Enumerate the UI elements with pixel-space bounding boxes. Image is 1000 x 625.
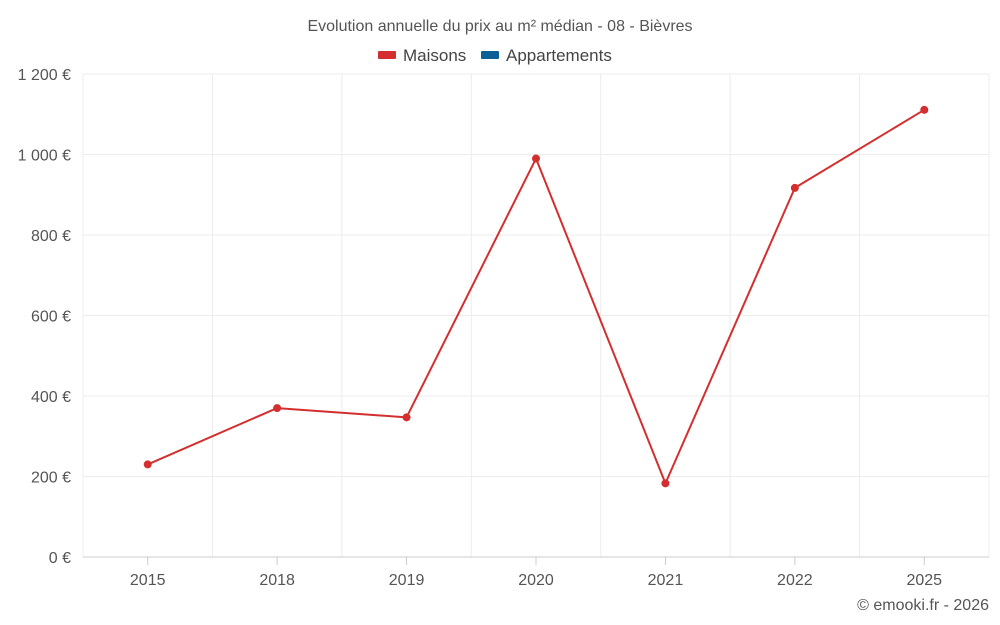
data-point-maisons[interactable] — [532, 154, 540, 163]
x-tick-label: 2022 — [777, 572, 813, 589]
legend-item-appartements[interactable]: Appartements — [481, 46, 612, 65]
y-tick-label: 400 € — [31, 389, 71, 406]
y-tick-label: 600 € — [31, 309, 71, 326]
axes: 0 € 200 € 400 € 600 € 800 € 1 000 € 1 200 € 201… — [18, 67, 989, 589]
series-line-maisons — [147, 108, 925, 485]
y-tick-label: 0 € — [49, 550, 71, 567]
y-tick-label: 1 000 € — [18, 148, 71, 165]
y-tick-label: 200 € — [31, 470, 71, 487]
legend-label-maisons: Maisons — [403, 46, 466, 65]
data-point-maisons[interactable] — [273, 404, 282, 413]
legend-label-appartements: Appartements — [506, 46, 612, 65]
x-tick-label: 2020 — [518, 572, 554, 589]
legend: Maisons Appartements — [378, 46, 612, 65]
legend-swatch-appartements — [481, 51, 499, 59]
series — [143, 105, 929, 488]
data-point-maisons[interactable] — [790, 183, 799, 192]
legend-item-maisons[interactable]: Maisons — [378, 46, 466, 65]
data-point-maisons[interactable] — [920, 105, 929, 114]
credit: © emooki.fr - 2026 — [857, 597, 989, 614]
grid — [82, 73, 990, 557]
y-tick-label: 1 200 € — [18, 67, 71, 84]
x-tick-label: 2018 — [259, 572, 295, 589]
x-tick-label: 2025 — [906, 572, 942, 589]
x-tick-label: 2021 — [648, 572, 684, 589]
data-point-maisons[interactable] — [402, 413, 411, 422]
x-tick-label: 2015 — [130, 572, 166, 589]
chart-title: Evolution annuelle du prix au m² médian … — [307, 18, 692, 35]
y-tick-label: 800 € — [31, 228, 71, 245]
x-tick-label: 2019 — [389, 572, 425, 589]
data-point-maisons[interactable] — [143, 460, 152, 469]
legend-swatch-maisons — [378, 51, 396, 59]
data-point-maisons[interactable] — [661, 479, 670, 488]
